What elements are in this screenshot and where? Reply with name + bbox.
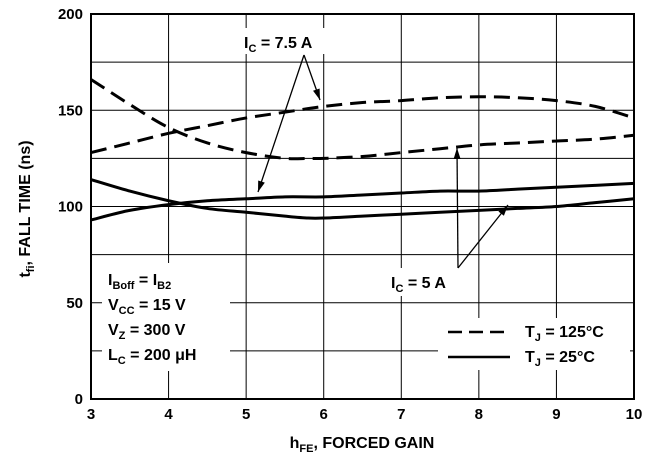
x-tick-label: 5 xyxy=(242,406,250,423)
arrow-ic75-to-lower-curve xyxy=(257,54,305,193)
annotation-masks xyxy=(102,28,630,371)
ic75-label: IC = 7.5 A xyxy=(244,35,313,55)
x-tick-label: 3 xyxy=(87,406,95,423)
condition-vz: VZ = 300 V xyxy=(108,322,186,342)
legend-mask xyxy=(438,318,630,370)
curve-ic5-125c xyxy=(90,178,635,220)
y-tick-labels: 0 50 100 150 200 xyxy=(58,6,83,408)
test-conditions: IBoff = IB2 VCC = 15 V VZ = 300 V LC = 2… xyxy=(108,272,196,367)
arrow-ic75-to-upper-curve xyxy=(303,54,321,101)
arrows xyxy=(257,54,509,269)
y-tick-label: 200 xyxy=(58,6,83,23)
ic5-label: IC = 5 A xyxy=(391,275,446,295)
ic5-label-mask xyxy=(383,268,471,296)
x-tick-label: 4 xyxy=(164,406,173,423)
x-tick-label: 6 xyxy=(320,406,328,423)
x-tick-label: 9 xyxy=(552,406,560,423)
legend-label-125c: TJ = 125°C xyxy=(525,324,604,344)
condition-lc: LC = 200 μH xyxy=(108,347,196,367)
arrow-ic5-to-solid-curve xyxy=(457,204,509,269)
curve-ic75-25c xyxy=(90,95,635,155)
x-tick-label: 7 xyxy=(397,406,405,423)
curves xyxy=(90,78,635,222)
y-tick-label: 50 xyxy=(66,295,83,312)
y-tick-label: 0 xyxy=(75,391,83,408)
condition-iboff: IBoff = IB2 xyxy=(108,272,171,292)
y-tick-label: 150 xyxy=(58,102,83,119)
plot-frame xyxy=(90,13,635,400)
y-tick-label: 100 xyxy=(58,199,83,216)
y-axis-label: tfi, FALL TIME (ns) xyxy=(17,140,37,277)
legend: TJ = 125°C TJ = 25°C xyxy=(448,324,604,369)
curve-ic75-125c xyxy=(90,78,635,161)
x-tick-label: 8 xyxy=(475,406,483,423)
x-tick-label: 10 xyxy=(626,406,643,423)
condition-vcc: VCC = 15 V xyxy=(108,297,186,317)
ic75-label-mask xyxy=(236,28,366,54)
x-tick-labels: 3 4 5 6 7 8 9 10 xyxy=(87,406,643,423)
conditions-mask xyxy=(102,263,230,371)
x-axis-label: hFE, FORCED GAIN xyxy=(290,435,435,455)
curve-ic5-25c xyxy=(90,181,635,222)
legend-label-25c: TJ = 25°C xyxy=(525,349,595,369)
arrow-ic5-to-dashed-curve xyxy=(453,147,461,269)
